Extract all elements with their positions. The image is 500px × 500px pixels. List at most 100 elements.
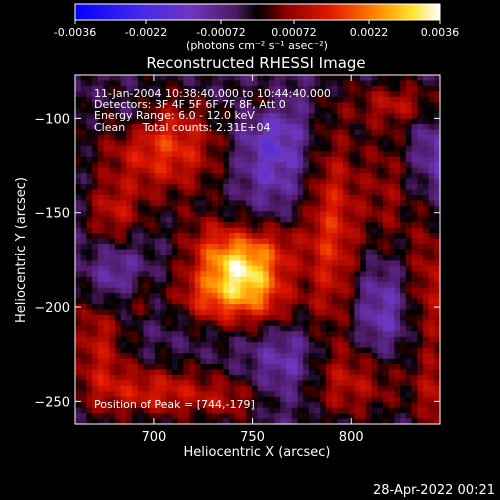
heatmap-cell	[194, 91, 202, 98]
heatmap-cell	[400, 156, 407, 163]
heatmap-cell	[348, 124, 356, 131]
heatmap-cell	[183, 282, 190, 289]
heatmap-cell	[434, 260, 441, 267]
heatmap-cell	[120, 282, 127, 289]
heatmap-cell	[200, 162, 207, 169]
heatmap-cell	[189, 342, 196, 349]
heatmap-cell	[280, 107, 287, 114]
heatmap-cell	[143, 282, 150, 289]
heatmap-cell	[365, 227, 373, 234]
heatmap-cell	[92, 91, 99, 98]
heatmap-cell	[411, 418, 418, 425]
heatmap-cell	[320, 184, 327, 191]
heatmap-cell	[360, 80, 367, 87]
heatmap-cell	[325, 358, 333, 365]
heatmap-cell	[434, 178, 441, 185]
heatmap-cell	[251, 91, 259, 98]
heatmap-cell	[103, 178, 110, 185]
heatmap-cell	[194, 325, 202, 332]
heatmap-cell	[75, 238, 82, 245]
heatmap-cell	[394, 184, 401, 191]
heatmap-cell	[246, 325, 253, 332]
heatmap-cell	[308, 249, 316, 256]
heatmap-cell	[286, 216, 293, 223]
heatmap-cell	[166, 162, 173, 169]
heatmap-cell	[171, 162, 179, 169]
heatmap-cell	[228, 129, 236, 136]
heatmap-cell	[434, 325, 441, 332]
heatmap-cell	[240, 184, 247, 191]
heatmap-cell	[143, 162, 150, 169]
heatmap-cell	[268, 211, 276, 218]
heatmap-cell	[274, 282, 281, 289]
heatmap-cell	[377, 238, 384, 245]
heatmap-cell	[132, 222, 139, 229]
heatmap-cell	[263, 282, 270, 289]
heatmap-cell	[308, 391, 316, 398]
heatmap-cell	[154, 407, 162, 414]
heatmap-cell	[200, 287, 207, 294]
heatmap-cell	[377, 184, 384, 191]
heatmap-cell	[234, 233, 241, 240]
heatmap-cell	[417, 304, 424, 311]
heatmap-cell	[303, 276, 310, 283]
heatmap-cell	[211, 118, 219, 125]
heatmap-cell	[263, 271, 270, 278]
heatmap-cell	[257, 287, 264, 294]
heatmap-cell	[154, 222, 162, 229]
heatmap-cell	[189, 124, 196, 131]
heatmap-cell	[263, 347, 270, 354]
heatmap-cell	[149, 271, 156, 278]
heatmap-cell	[286, 118, 293, 125]
heatmap-cell	[166, 407, 173, 414]
heatmap-cell	[388, 314, 395, 321]
heatmap-cell	[211, 238, 219, 245]
heatmap-cell	[86, 358, 93, 365]
heatmap-cell	[422, 380, 430, 387]
heatmap-cell	[263, 107, 270, 114]
heatmap-cell	[200, 418, 207, 425]
heatmap-cell	[382, 413, 390, 420]
heatmap-cell	[177, 374, 184, 381]
heatmap-cell	[228, 364, 236, 371]
heatmap-cell	[217, 369, 224, 376]
heatmap-cell	[246, 238, 253, 245]
heatmap-cell	[171, 265, 179, 272]
heatmap-cell	[286, 75, 293, 82]
heatmap-cell	[114, 369, 122, 376]
heatmap-cell	[405, 211, 413, 218]
heatmap-cell	[234, 91, 241, 98]
heatmap-cell	[274, 369, 281, 376]
heatmap-cell	[75, 402, 82, 409]
heatmap-cell	[120, 200, 127, 207]
heatmap-cell	[286, 102, 293, 109]
heatmap-cell	[132, 113, 139, 120]
heatmap-cell	[394, 418, 401, 425]
heatmap-cell	[206, 304, 213, 311]
heatmap-cell	[343, 227, 350, 234]
heatmap-cell	[274, 364, 281, 371]
heatmap-cell	[377, 314, 384, 321]
heatmap-cell	[160, 85, 167, 92]
heatmap-cell	[348, 184, 356, 191]
heatmap-cell	[75, 364, 82, 371]
heatmap-cell	[137, 369, 145, 376]
heatmap-cell	[422, 80, 430, 87]
heatmap-cell	[434, 211, 441, 218]
heatmap-cell	[114, 336, 122, 343]
heatmap-cell	[126, 96, 133, 103]
heatmap-cell	[411, 102, 418, 109]
heatmap-cell	[194, 134, 202, 142]
heatmap-cell	[354, 238, 361, 245]
heatmap-cell	[103, 309, 110, 316]
heatmap-cell	[234, 342, 241, 349]
heatmap-cell	[286, 336, 293, 343]
heatmap-cell	[314, 385, 321, 392]
heatmap-cell	[200, 227, 207, 234]
heatmap-cell	[348, 205, 356, 212]
heatmap-cell	[268, 353, 276, 360]
heatmap-cell	[428, 364, 435, 371]
heatmap-cell	[371, 162, 378, 169]
heatmap-cell	[246, 353, 253, 360]
heatmap-cell	[411, 238, 418, 245]
